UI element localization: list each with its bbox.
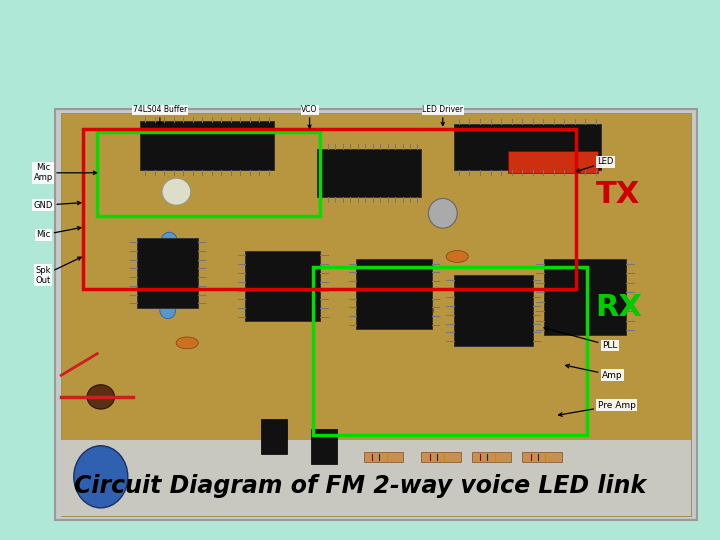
Bar: [454, 275, 533, 346]
Bar: [261, 418, 287, 454]
Ellipse shape: [176, 337, 198, 349]
Bar: [83, 129, 576, 289]
Text: Mic
Amp: Mic Amp: [34, 163, 96, 183]
Bar: [311, 429, 337, 464]
Text: RX: RX: [595, 293, 642, 322]
Ellipse shape: [177, 273, 197, 284]
Ellipse shape: [446, 251, 468, 262]
Text: GND: GND: [34, 201, 81, 210]
Ellipse shape: [409, 303, 433, 317]
Text: Pre Amp: Pre Amp: [559, 401, 636, 416]
Text: Circuit Diagram of FM 2-way voice LED link: Circuit Diagram of FM 2-way voice LED li…: [74, 474, 646, 498]
Bar: [356, 259, 432, 329]
Bar: [364, 452, 403, 462]
Bar: [454, 124, 601, 170]
Text: LED Driver: LED Driver: [423, 105, 463, 125]
Bar: [55, 109, 697, 520]
Bar: [522, 452, 562, 462]
Text: 74LS04 Buffer: 74LS04 Buffer: [132, 105, 187, 125]
Ellipse shape: [74, 446, 128, 508]
Bar: [472, 452, 511, 462]
Text: LED: LED: [577, 158, 614, 172]
Bar: [544, 259, 626, 335]
Bar: [317, 148, 421, 197]
Bar: [61, 440, 691, 516]
Ellipse shape: [160, 302, 176, 319]
Text: Mic: Mic: [36, 227, 81, 239]
Ellipse shape: [162, 178, 191, 205]
Bar: [508, 151, 598, 173]
Bar: [61, 113, 691, 516]
Text: TX: TX: [595, 180, 639, 209]
Bar: [245, 251, 320, 321]
Ellipse shape: [87, 384, 114, 409]
Text: Amp: Amp: [566, 364, 623, 380]
Bar: [137, 238, 198, 308]
Text: Spk
Out: Spk Out: [35, 257, 81, 285]
Text: PLL: PLL: [544, 327, 617, 350]
Bar: [140, 122, 274, 170]
Ellipse shape: [428, 198, 457, 228]
Text: VCO: VCO: [302, 105, 318, 128]
Ellipse shape: [161, 232, 177, 248]
Bar: [313, 267, 587, 435]
Bar: [421, 452, 461, 462]
Bar: [97, 132, 320, 216]
